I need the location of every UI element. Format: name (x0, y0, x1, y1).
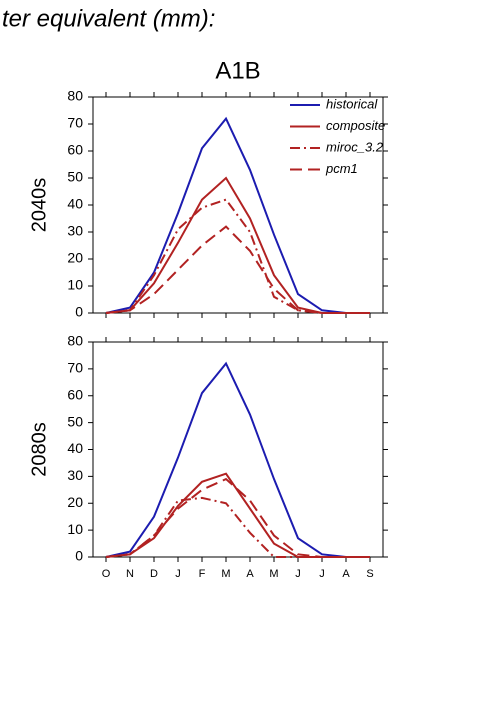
y-tick-label: 70 (67, 360, 83, 376)
legend-label: historical (326, 96, 378, 111)
y-tick-label: 20 (67, 494, 83, 510)
series-line (105, 176, 370, 314)
legend-label: pcm1 (325, 161, 358, 176)
y-tick-label: 30 (67, 223, 83, 239)
x-tick-label: M (269, 568, 278, 580)
series-line (105, 225, 370, 314)
legend-label: composite (326, 118, 385, 133)
y-tick-label: 10 (67, 521, 83, 537)
y-tick-label: 60 (67, 142, 83, 158)
x-tick-label: F (199, 568, 206, 580)
x-tick-label: A (246, 568, 254, 580)
y-tick-label: 40 (67, 196, 83, 212)
y-tick-label: 70 (67, 115, 83, 131)
y-tick-label: 80 (67, 333, 83, 349)
x-tick-label: J (319, 568, 325, 580)
series-line (105, 477, 370, 558)
y-tick-label: 60 (67, 386, 83, 402)
y-tick-label: 50 (67, 169, 83, 185)
x-tick-label: J (175, 568, 181, 580)
x-tick-label: S (366, 568, 373, 580)
y-tick-label: 40 (67, 440, 83, 456)
legend-label: miroc_3.2 (326, 139, 384, 154)
y-tick-label: 10 (67, 277, 83, 293)
y-axis-label: 2080s (28, 422, 50, 477)
x-tick-label: O (102, 568, 111, 580)
y-tick-label: 20 (67, 250, 83, 266)
series-line (105, 472, 370, 558)
plot-frame (92, 96, 384, 314)
series-line (105, 361, 370, 558)
chart-title: A1B (215, 57, 260, 84)
y-tick-label: 50 (67, 413, 83, 429)
x-tick-label: A (342, 568, 350, 580)
plot-frame (92, 341, 384, 558)
y-tick-label: 0 (75, 548, 83, 564)
series-line (105, 198, 370, 314)
x-tick-label: N (126, 568, 134, 580)
y-tick-label: 0 (75, 304, 83, 320)
x-tick-label: M (221, 568, 230, 580)
series-line (105, 116, 370, 314)
x-tick-label: J (295, 568, 301, 580)
y-tick-label: 30 (67, 467, 83, 483)
header-text: ter equivalent (mm): (2, 5, 215, 32)
y-axis-label: 2040s (28, 178, 50, 233)
y-tick-label: 80 (67, 88, 83, 104)
x-tick-label: D (150, 568, 158, 580)
